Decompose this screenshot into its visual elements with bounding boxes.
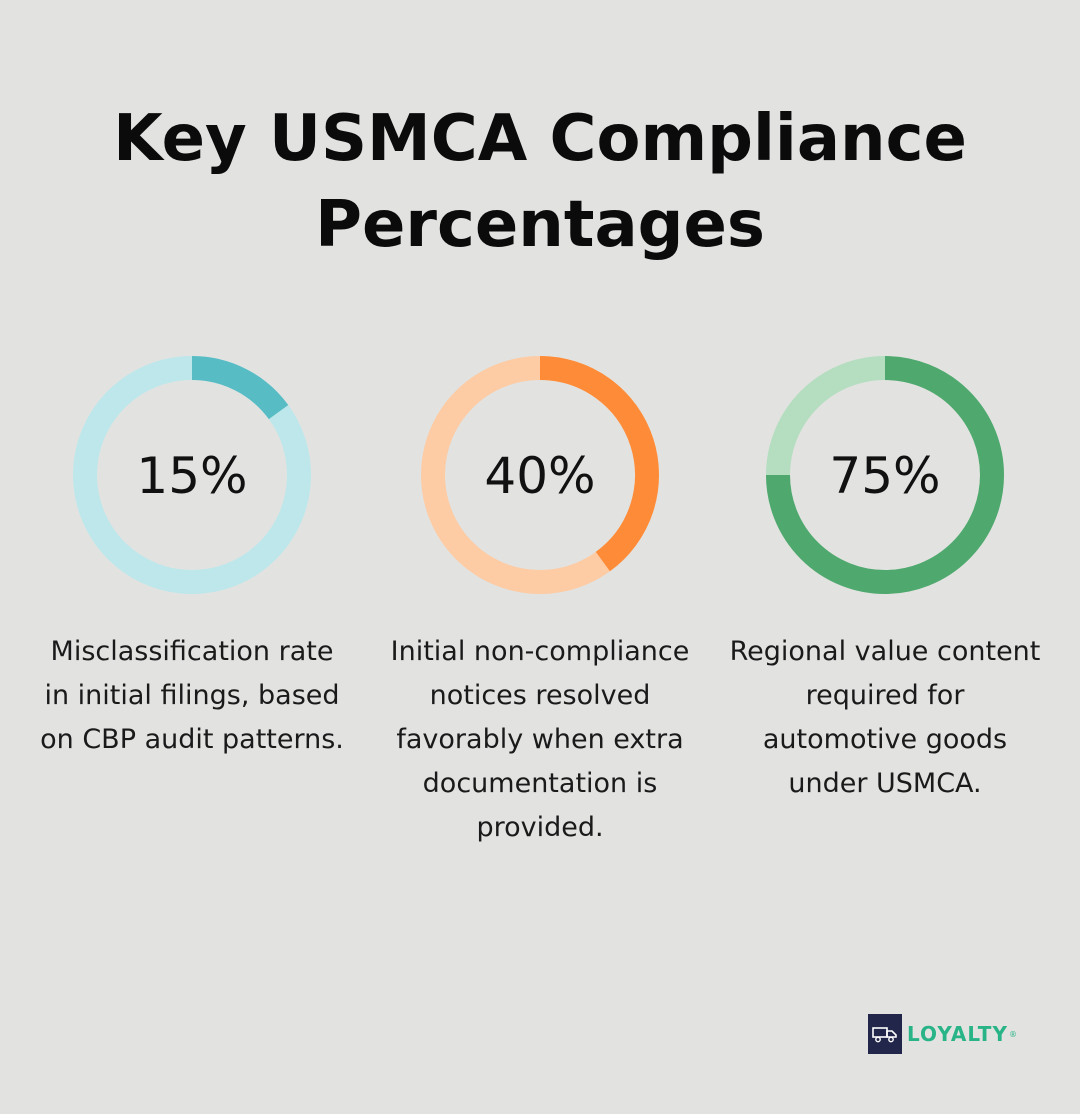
percentage-label: 75% [829,447,940,505]
brand-name: LOYALTY [907,1022,1008,1046]
donut-value-arc [539,356,659,572]
stat-regional-value-content: 75% Regional value content required for … [720,350,1050,806]
stat-description: Regional value content required for auto… [729,636,1041,799]
donut-chart-75: 75% [766,356,1004,594]
truck-icon [868,1014,902,1054]
donut-value-arc [191,356,289,420]
title-line-1: Key USMCA Compliance [113,102,967,176]
page-title: Key USMCA Compliance Percentages [0,96,1080,268]
brand-registered-mark: ® [1008,1029,1017,1039]
brand-logo: LOYALTY ® [868,1014,1017,1054]
stat-description: Misclassification rate in initial filing… [40,636,344,755]
percentage-label: 40% [484,447,595,505]
stat-non-compliance-resolved: 40% Initial non-compliance notices resol… [375,350,705,850]
donut-chart-40: 40% [421,356,659,594]
donut-chart-15: 15% [73,356,311,594]
stat-misclassification: 15% Misclassification rate in initial fi… [27,350,357,762]
stat-description: Initial non-compliance notices resolved … [390,636,690,843]
donut-value-arc [766,356,1004,594]
title-line-2: Percentages [315,188,765,262]
percentage-label: 15% [136,447,247,505]
